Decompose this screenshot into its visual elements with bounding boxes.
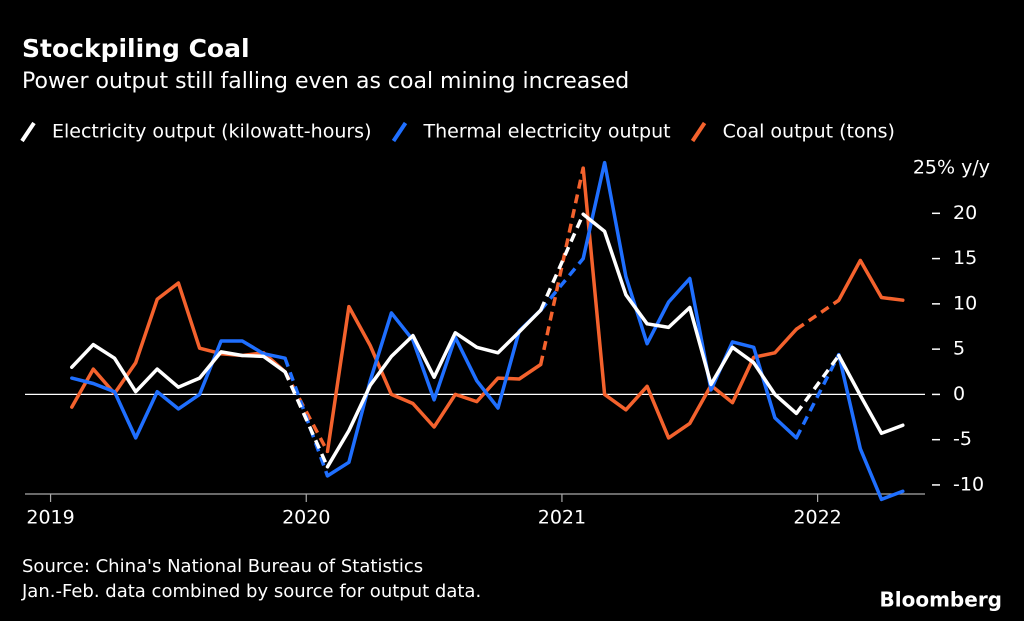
legend-swatch — [690, 121, 707, 143]
series-line — [581, 166, 799, 440]
legend-swatch — [391, 121, 408, 143]
y-tick-label: 25% y/y — [913, 157, 990, 179]
legend-swatch — [20, 121, 36, 143]
series-line — [325, 308, 543, 478]
series-line — [837, 353, 905, 436]
y-tick-label: -5 — [953, 428, 972, 450]
chart-title: Stockpiling Coal — [22, 34, 250, 63]
gap-connector — [795, 298, 840, 331]
gap-connector — [538, 167, 585, 365]
source: Source: China's National Bureau of Stati… — [22, 556, 423, 577]
note: Jan.-Feb. data combined by source for ou… — [21, 581, 481, 602]
chart-subtitle: Power output still falling even as coal … — [22, 69, 629, 94]
gap-connector — [794, 353, 841, 439]
gap-connector — [539, 257, 585, 312]
y-tick-label: -10 — [953, 473, 984, 495]
y-tick-label: 5 — [953, 338, 965, 360]
y-tick-label: 15 — [953, 247, 977, 269]
y-tick-label: 20 — [953, 202, 977, 224]
logo: Bloomberg — [880, 588, 1002, 612]
legend-label: Coal output (tons) — [723, 121, 895, 143]
series-line — [70, 342, 287, 394]
gap-connector — [283, 371, 330, 468]
gap-connector — [794, 354, 841, 415]
x-tick-label: 2022 — [793, 507, 841, 529]
x-tick-label: 2020 — [282, 507, 330, 529]
y-tick-label: 0 — [953, 383, 965, 405]
y-tick-label: 10 — [953, 292, 977, 314]
series-line — [581, 212, 799, 416]
gap-connector — [539, 213, 585, 311]
series-line — [837, 352, 905, 502]
x-tick-label: 2021 — [538, 507, 586, 529]
legend-label: Electricity output (kilowatt-hours) — [52, 121, 372, 143]
legend-label: Thermal electricity output — [423, 121, 671, 143]
series-line — [837, 258, 905, 302]
x-tick-label: 2019 — [26, 507, 74, 529]
series-line — [70, 339, 287, 440]
series-line — [325, 308, 543, 469]
